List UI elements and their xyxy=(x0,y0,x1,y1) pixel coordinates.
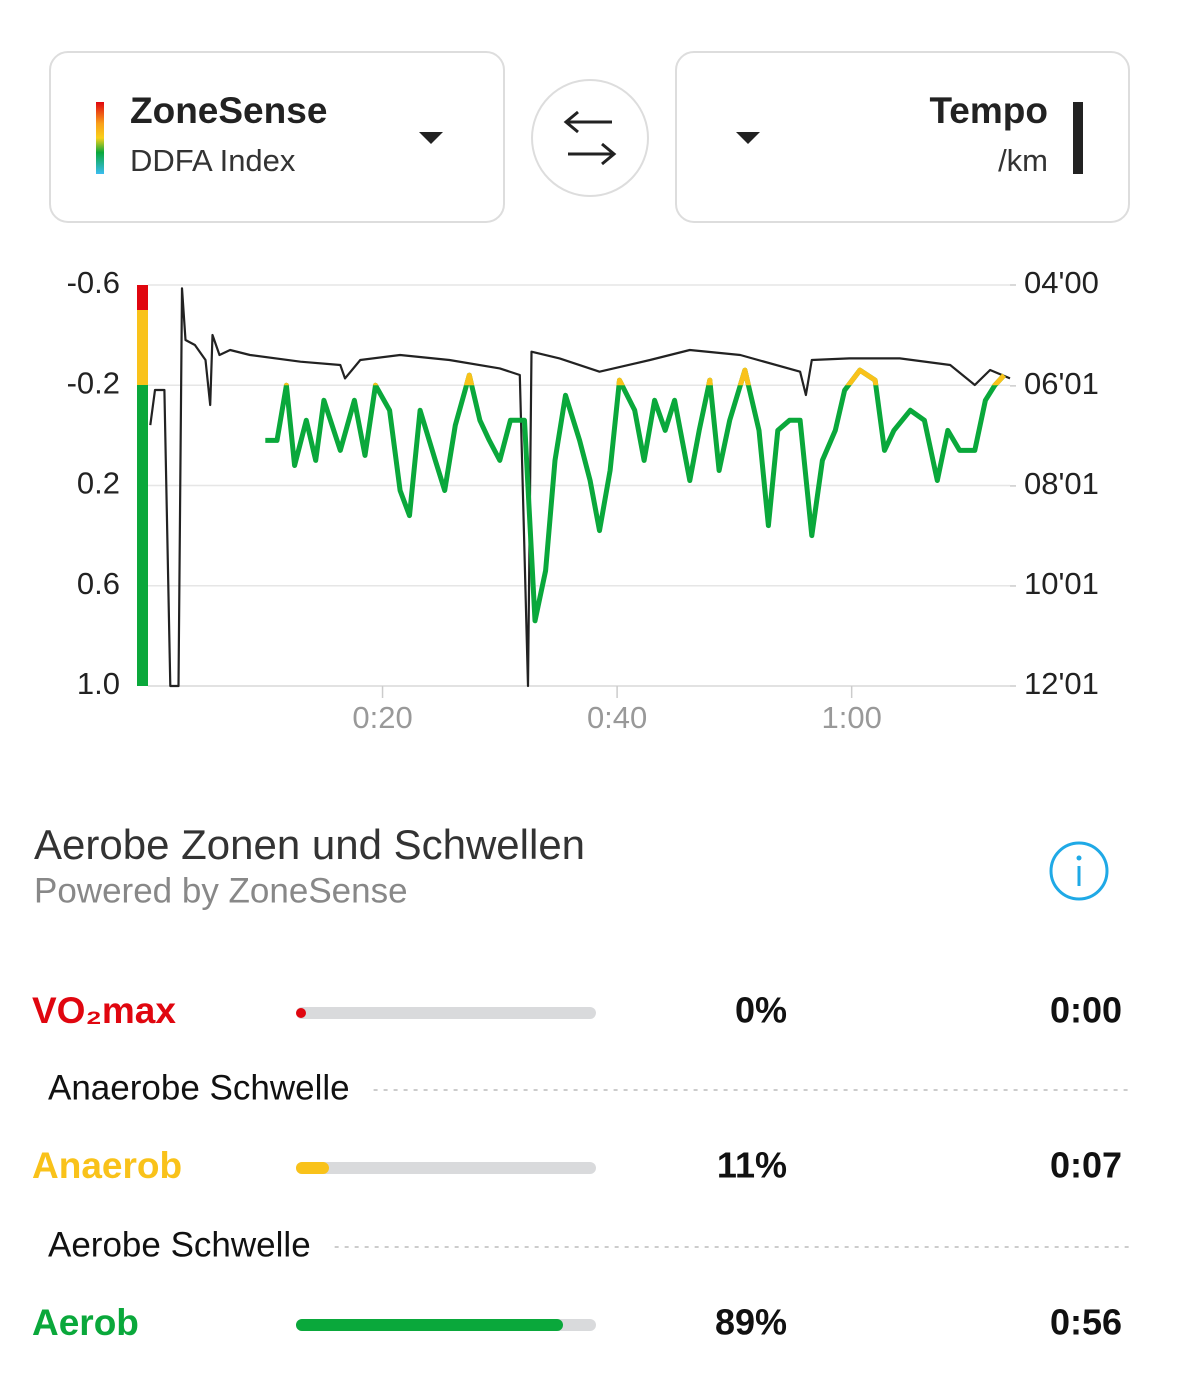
info-dot xyxy=(1076,855,1082,861)
zone-bar xyxy=(296,1319,563,1331)
zone-bar xyxy=(296,1162,329,1174)
selector-box[interactable] xyxy=(675,51,1130,223)
zone-label: VO₂max xyxy=(32,990,176,1031)
swap-button[interactable] xyxy=(531,79,649,197)
dropdown-arrow[interactable] xyxy=(736,132,760,144)
y2-tick-label: 12'01 xyxy=(1024,666,1099,701)
swap-icon xyxy=(563,110,617,166)
left-selector[interactable]: ZoneSense DDFA Index xyxy=(49,51,505,223)
zone-time: 0:56 xyxy=(1050,1302,1122,1343)
y-tick-label: 0.6 xyxy=(77,566,120,601)
y-tick-label: -0.6 xyxy=(67,265,120,300)
zone-band xyxy=(137,310,148,385)
section-title: Aerobe Zonen und Schwellen xyxy=(34,821,585,868)
zone-bar xyxy=(296,1008,306,1018)
y2-tick-label: 04'00 xyxy=(1024,265,1099,300)
threshold-label: Anaerobe Schwelle xyxy=(48,1068,350,1107)
zone-track xyxy=(296,1162,596,1174)
y-tick-label: 1.0 xyxy=(77,666,120,701)
zone-gradient xyxy=(96,102,104,174)
info-button[interactable] xyxy=(1049,841,1109,901)
y2-tick-label: 10'01 xyxy=(1024,566,1099,601)
y-tick-label: -0.2 xyxy=(67,365,120,400)
zone-bar xyxy=(137,285,148,686)
series-line xyxy=(265,367,1006,624)
zone-label: Anaerob xyxy=(32,1145,182,1186)
section-subtitle: Powered by ZoneSense xyxy=(34,871,408,910)
y2-tick-label: 08'01 xyxy=(1024,466,1099,501)
x-tick-label: 0:40 xyxy=(587,700,647,735)
pace-legend-bar xyxy=(1073,102,1083,174)
y-tick-label: 0.2 xyxy=(77,466,120,501)
zone-band xyxy=(137,385,148,686)
info-icon[interactable] xyxy=(1049,841,1109,901)
y2-tick-label: 06'01 xyxy=(1024,366,1099,401)
zone-time: 0:00 xyxy=(1050,990,1122,1031)
x-tick-label: 0:20 xyxy=(352,700,412,735)
series-line xyxy=(149,287,1011,688)
selector-box[interactable] xyxy=(49,51,505,223)
selector-subtitle: /km xyxy=(998,143,1048,178)
x-tick-label: 1:00 xyxy=(822,700,882,735)
zone-percent: 89% xyxy=(715,1302,787,1343)
selector-title: Tempo xyxy=(929,90,1048,131)
right-selector[interactable]: Tempo /km xyxy=(675,51,1130,223)
zone-track xyxy=(296,1007,596,1019)
swap-circle[interactable] xyxy=(531,79,649,197)
selector-title: ZoneSense xyxy=(130,90,327,131)
zone-label: Aerob xyxy=(32,1302,139,1343)
dropdown-arrow[interactable] xyxy=(419,132,443,144)
zone-percent: 11% xyxy=(717,1145,787,1186)
zone-band xyxy=(137,285,148,310)
zone-time: 0:07 xyxy=(1050,1145,1122,1186)
threshold-label: Aerobe Schwelle xyxy=(48,1225,311,1264)
selector-subtitle: DDFA Index xyxy=(130,143,296,178)
zone-percent: 0% xyxy=(735,990,787,1031)
